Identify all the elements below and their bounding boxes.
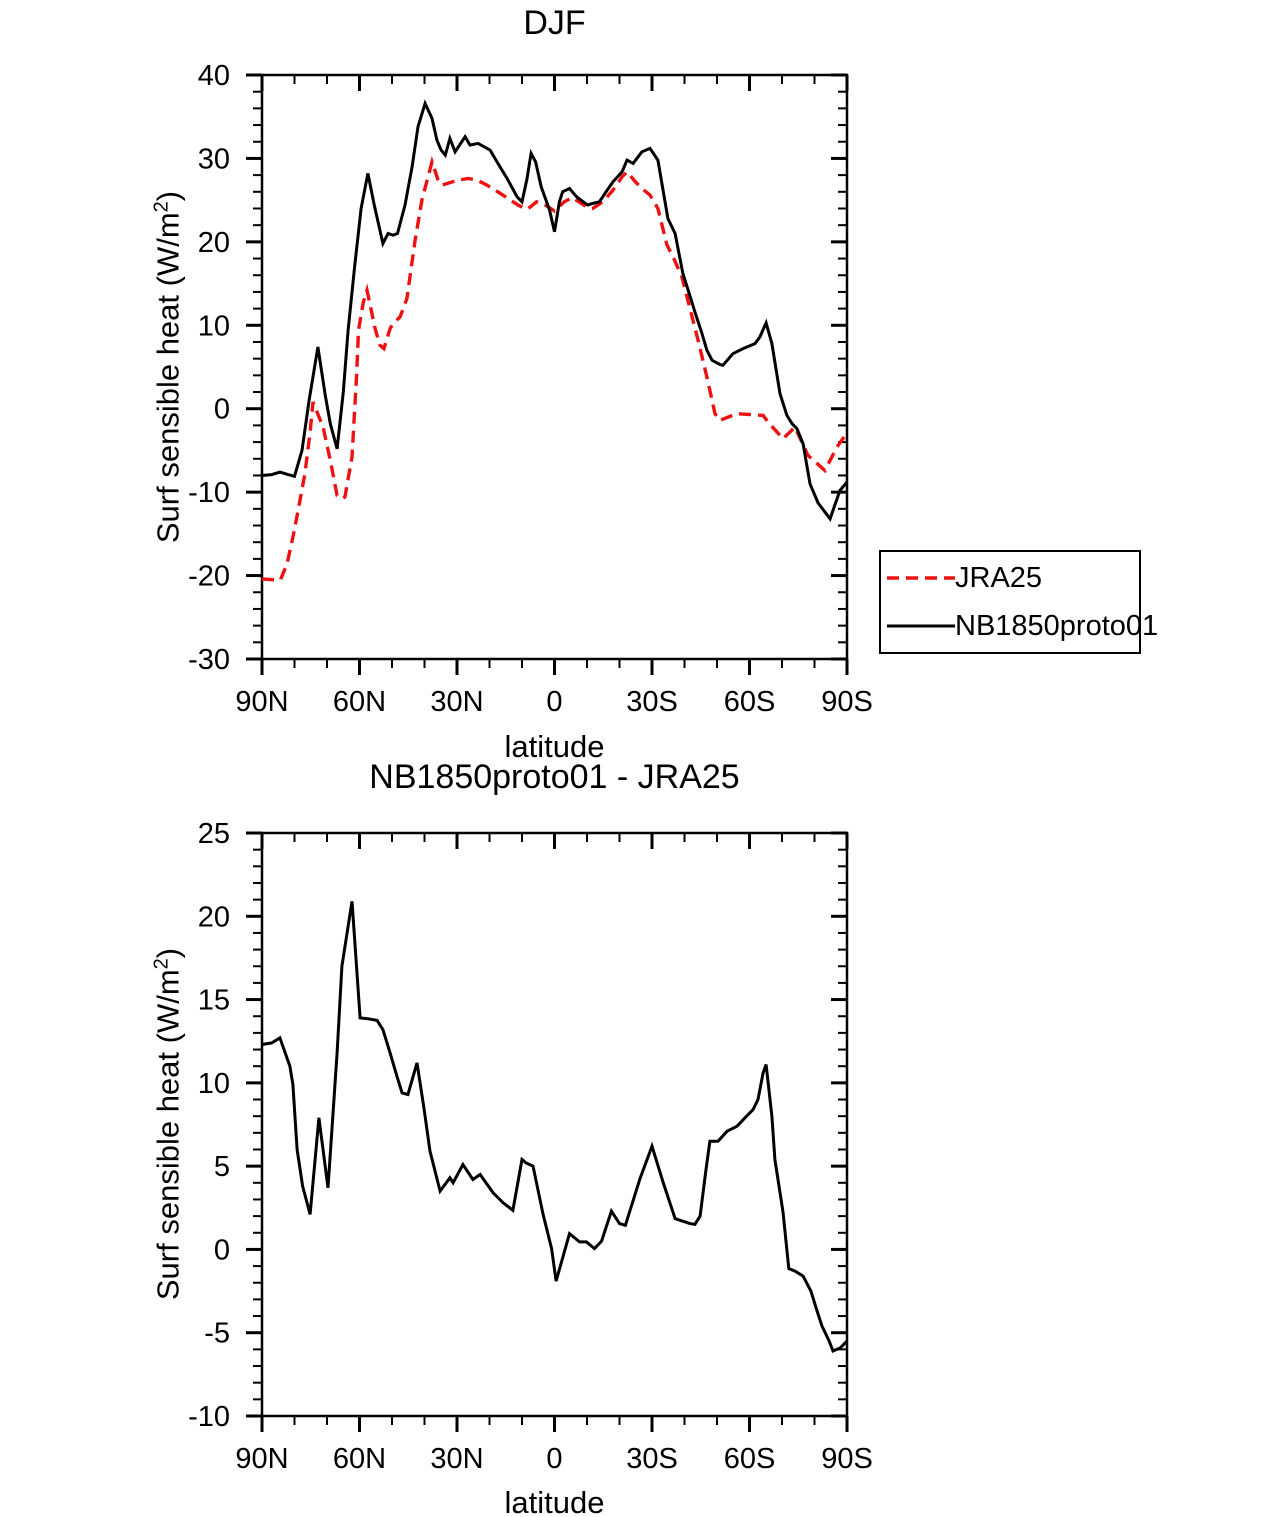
series-line-jra25 bbox=[261, 155, 849, 582]
x-tick-label: 30S bbox=[626, 1443, 678, 1475]
y-tick-label: -30 bbox=[188, 644, 230, 676]
x-tick-label: 90S bbox=[821, 1443, 873, 1475]
x-tick-label: 30N bbox=[430, 686, 483, 718]
x-tick-label: 60N bbox=[333, 686, 386, 718]
y-tick-label: -10 bbox=[188, 477, 230, 509]
legend-label-jra25: JRA25 bbox=[955, 561, 1043, 594]
y-tick-label: 20 bbox=[198, 227, 230, 259]
top-y-axis-label-superscript: 2 bbox=[150, 201, 173, 213]
y-tick-label: 20 bbox=[198, 901, 230, 933]
y-tick-label: 0 bbox=[214, 1234, 230, 1266]
y-tick-label: 25 bbox=[198, 818, 230, 850]
x-tick-label: 90S bbox=[821, 686, 873, 718]
x-tick-label: 0 bbox=[546, 1443, 562, 1475]
bottom-y-axis-label-superscript: 2 bbox=[150, 958, 173, 970]
y-tick-label: 0 bbox=[214, 394, 230, 426]
legend: JRA25 NB1850proto01 bbox=[879, 550, 1158, 654]
y-tick-label: 40 bbox=[198, 60, 230, 92]
top-chart-title: DJF bbox=[523, 4, 586, 42]
legend-label-nb1850proto01: NB1850proto01 bbox=[955, 609, 1159, 642]
legend-line-sample-dashed bbox=[887, 576, 955, 580]
top-y-axis-label-suffix: ) bbox=[150, 190, 186, 202]
series-line-nb1850proto01-jra25 bbox=[261, 901, 849, 1354]
legend-line-sample-solid bbox=[887, 624, 955, 628]
y-tick-label: 15 bbox=[198, 985, 230, 1017]
x-tick-label: 60N bbox=[333, 1443, 386, 1475]
plot-box-0 bbox=[260, 73, 849, 661]
y-tick-label: 10 bbox=[198, 310, 230, 342]
y-tick-label: 30 bbox=[198, 143, 230, 175]
y-tick-label: 5 bbox=[214, 1151, 230, 1183]
y-tick-label: 10 bbox=[198, 1068, 230, 1100]
top-y-axis-label: Surf sensible heat (W/m2) bbox=[146, 190, 186, 544]
x-tick-label: 30N bbox=[430, 1443, 483, 1475]
bottom-x-axis-label: latitude bbox=[504, 1485, 605, 1517]
legend-entry-jra25: JRA25 bbox=[881, 556, 1139, 600]
bottom-y-axis-label-suffix: ) bbox=[150, 947, 186, 959]
legend-entry-nb1850proto01: NB1850proto01 bbox=[881, 604, 1158, 648]
y-tick-label: -5 bbox=[204, 1318, 230, 1350]
x-tick-label: 0 bbox=[546, 686, 562, 718]
y-tick-label: -10 bbox=[188, 1401, 230, 1433]
bottom-y-axis-label: Surf sensible heat (W/m2) bbox=[146, 947, 186, 1301]
x-tick-label: 90N bbox=[235, 1443, 288, 1475]
series-line-nb1850proto01 bbox=[261, 99, 849, 522]
y-tick-label: -20 bbox=[188, 561, 230, 593]
top-x-axis-label: latitude bbox=[504, 729, 605, 764]
x-tick-label: 30S bbox=[626, 686, 678, 718]
bottom-chart-title: NB1850proto01 - JRA25 bbox=[369, 758, 740, 796]
bottom-y-axis-label-text: Surf sensible heat (W/m bbox=[150, 969, 186, 1301]
x-tick-label: 60S bbox=[724, 1443, 776, 1475]
x-tick-label: 90N bbox=[235, 686, 288, 718]
top-y-axis-label-text: Surf sensible heat (W/m bbox=[150, 212, 186, 544]
x-tick-label: 60S bbox=[724, 686, 776, 718]
